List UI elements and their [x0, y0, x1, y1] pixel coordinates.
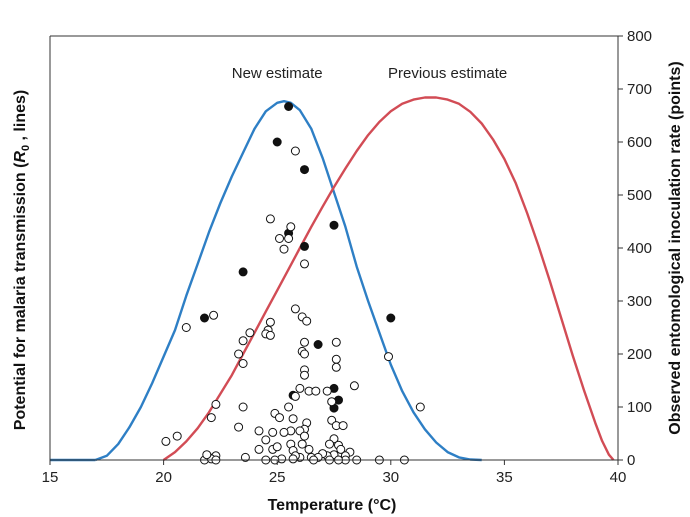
open-data-point — [279, 244, 289, 254]
right-y-tick-label: 0 — [627, 452, 635, 469]
filled-data-point — [284, 102, 294, 111]
open-data-point — [284, 234, 294, 243]
previous-estimate-label: Previous estimate — [388, 65, 507, 82]
open-data-point — [202, 450, 212, 460]
open-data-point — [300, 349, 309, 359]
right-y-tick-label: 200 — [627, 346, 652, 363]
open-data-point — [384, 352, 393, 362]
right-y-tick-label: 800 — [627, 28, 652, 45]
open-data-point — [302, 316, 312, 326]
open-data-point — [336, 444, 346, 454]
filled-data-point — [300, 165, 309, 175]
left-y-axis-title: Potential for malaria transmission (R0 ,… — [12, 90, 32, 430]
open-data-point — [349, 381, 359, 391]
x-tick-label: 30 — [382, 469, 399, 486]
filled-data-point — [313, 340, 323, 349]
open-data-point — [240, 452, 250, 462]
open-data-point — [288, 454, 298, 464]
open-data-point — [234, 349, 244, 359]
open-data-point — [206, 413, 216, 423]
open-data-point — [290, 304, 300, 314]
left-y-axis-title-subscript: 0 — [20, 145, 32, 151]
open-data-point — [311, 386, 321, 396]
open-data-point — [265, 330, 275, 340]
open-data-point — [325, 439, 334, 449]
open-data-point — [254, 444, 264, 454]
filled-data-point — [386, 313, 396, 323]
previous-estimate-line — [162, 96, 615, 461]
x-tick-label: 15 — [42, 469, 59, 486]
open-data-point — [300, 431, 309, 441]
new-estimate-line — [94, 100, 482, 462]
open-data-point — [238, 359, 248, 368]
right-y-tick-label: 500 — [627, 187, 652, 204]
open-data-point — [284, 402, 294, 412]
right-y-tick-label: 300 — [627, 293, 652, 310]
plot-area: New estimate Previous estimate — [50, 65, 615, 465]
left-y-axis-title-symbol: R — [12, 151, 29, 163]
left-y-axis-title-prefix: Potential for malaria transmission ( — [12, 162, 29, 430]
open-data-point — [288, 414, 298, 424]
open-data-point — [275, 413, 284, 423]
open-data-point — [300, 337, 309, 347]
open-data-point — [265, 317, 275, 327]
axes: 15 20 25 30 35 400 100 200 300 400 500 600 700 800 — [42, 28, 652, 486]
open-data-point — [290, 391, 300, 401]
x-tick-label: 20 — [155, 469, 172, 486]
right-y-tick-label: 100 — [627, 399, 652, 416]
open-data-point — [238, 336, 248, 346]
x-tick-label: 40 — [610, 469, 627, 486]
new-estimate-label: New estimate — [232, 65, 323, 82]
open-data-point — [268, 427, 278, 437]
open-data-point — [265, 214, 275, 224]
open-data-point — [322, 386, 332, 396]
right-y-tick-label: 400 — [627, 240, 652, 257]
open-data-point — [275, 234, 284, 243]
open-data-point — [211, 399, 221, 409]
open-data-point — [181, 323, 191, 332]
open-data-point — [331, 362, 341, 372]
open-data-point — [331, 337, 341, 347]
x-tick-label: 35 — [496, 469, 513, 486]
open-data-point — [245, 328, 255, 338]
open-data-point — [290, 146, 300, 156]
open-data-point — [234, 422, 244, 432]
right-y-tick-label: 700 — [627, 81, 652, 98]
open-data-point — [209, 310, 219, 320]
open-data-point — [279, 427, 289, 437]
open-data-point — [297, 439, 307, 449]
open-data-point — [286, 222, 296, 232]
filled-data-point — [300, 241, 309, 251]
filled-data-point — [329, 220, 339, 230]
right-y-axis-title: Observed entomological inoculation rate … — [667, 61, 684, 434]
open-data-point — [261, 435, 271, 445]
x-tick-label: 25 — [269, 469, 286, 486]
open-data-point — [331, 354, 341, 364]
open-data-point — [304, 444, 314, 454]
filled-data-point — [272, 137, 282, 147]
open-data-point — [272, 442, 282, 452]
open-data-point — [338, 421, 348, 431]
filled-data-point — [238, 267, 248, 277]
filled-data-point — [200, 313, 209, 323]
open-data-point — [161, 436, 171, 446]
open-data-point — [300, 370, 309, 380]
open-data-point — [327, 397, 337, 407]
left-y-axis-title-suffix: , lines) — [12, 90, 29, 145]
open-data-point — [300, 259, 309, 269]
right-y-tick-label: 600 — [627, 134, 652, 151]
open-data-point — [238, 402, 248, 412]
open-data-point — [254, 426, 264, 436]
x-axis-title: Temperature (°C) — [268, 497, 397, 514]
open-data-point — [172, 431, 182, 441]
open-data-point — [415, 402, 425, 412]
open-data-point — [295, 383, 305, 393]
